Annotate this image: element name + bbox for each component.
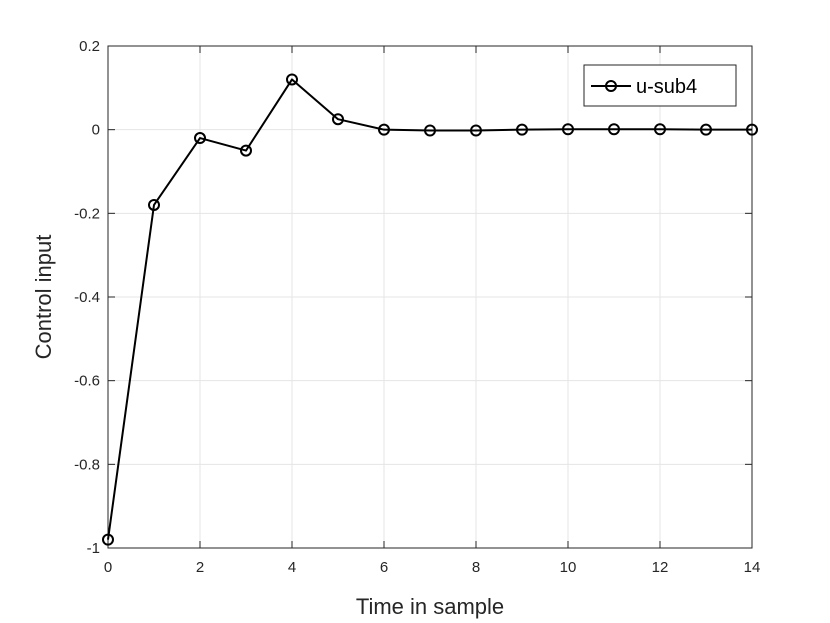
x-tick-label: 0 (104, 559, 112, 576)
x-tick-label: 12 (652, 559, 669, 576)
data-point (608, 123, 620, 136)
y-tick-label: 0.2 (79, 38, 100, 55)
data-point (148, 198, 160, 211)
y-axis-label: Control input (31, 235, 56, 360)
x-tick-label: 4 (288, 559, 296, 576)
data-point (424, 124, 436, 137)
data-point (700, 123, 712, 136)
data-point (378, 123, 390, 136)
series-layer (102, 73, 758, 546)
x-tick-label: 2 (196, 559, 204, 576)
x-tick-label: 10 (560, 559, 577, 576)
legend-entry-u-sub4: u-sub4 (636, 76, 697, 98)
y-tick-label: -0.4 (74, 289, 100, 306)
y-tick-label: -0.8 (74, 456, 100, 473)
data-point (562, 123, 574, 136)
x-tick-label: 8 (472, 559, 480, 576)
data-point (194, 132, 206, 145)
y-tick-label: -0.6 (74, 373, 100, 390)
data-point (102, 533, 114, 546)
axis-ticks: 0 2 4 6 8 10 12 14 0.2 0 -0.2 -0.4 -0.6 -0.8 -1 (74, 38, 760, 576)
data-point (516, 123, 528, 136)
data-point (240, 144, 252, 157)
series-line-u-sub4 (107, 78, 752, 540)
data-point (332, 113, 344, 126)
data-point (470, 124, 482, 137)
x-tick-label: 6 (380, 559, 388, 576)
x-tick-label: 14 (744, 559, 761, 576)
data-point (654, 123, 666, 136)
y-tick-label: 0 (92, 122, 100, 139)
legend: u-sub4 (583, 64, 737, 107)
data-point (286, 73, 298, 86)
y-tick-label: -1 (87, 540, 100, 557)
y-tick-label: -0.2 (74, 205, 100, 222)
x-axis-label: Time in sample (356, 594, 504, 619)
legend-marker-sample (605, 80, 617, 92)
data-point (746, 123, 758, 136)
